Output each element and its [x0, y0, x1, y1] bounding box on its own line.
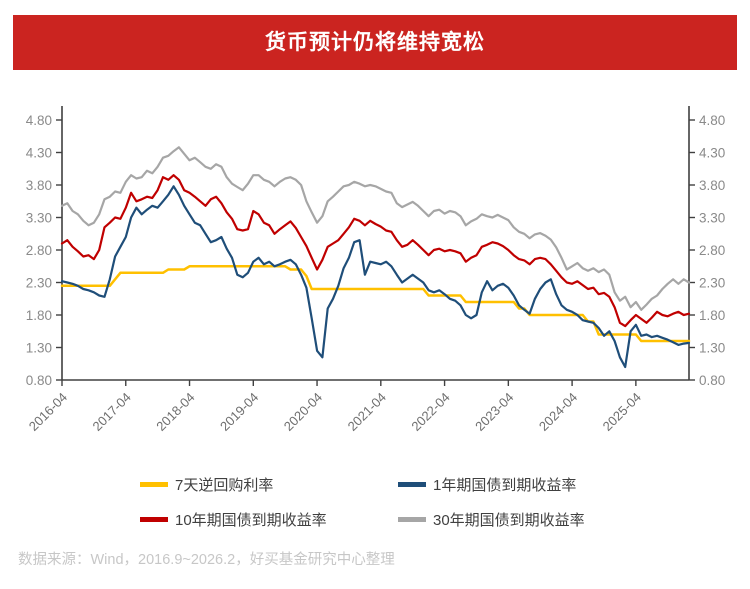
- line-7d-reverse-repo: [60, 265, 691, 343]
- page-title: 货币预计仍将维持宽松: [265, 31, 485, 54]
- yield-chart: 0.80 0.80 1.30 1.30 1.80 1.80 2.30 2.30 2.80 2.80…: [26, 106, 725, 434]
- y-tick-label-left: 3.30: [26, 211, 52, 226]
- y-tick-label-right: 4.80: [699, 113, 725, 128]
- y-tick-label-left: 0.80: [26, 373, 52, 388]
- legend-item-10y-treasury-yield: 10年期国债到期收益率: [140, 511, 327, 529]
- x-tick-label: 2024-04: [536, 390, 580, 434]
- line-10y-treasury-yield: [60, 174, 691, 328]
- x-tick-label: 2021-04: [345, 390, 389, 434]
- line-30y-treasury-yield: [60, 146, 691, 311]
- y-tick-label-left: 4.30: [26, 146, 52, 161]
- x-tick-label: 2017-04: [90, 390, 134, 434]
- x-tick-label: 2022-04: [408, 390, 452, 434]
- x-tick-label: 2023-04: [472, 390, 516, 434]
- legend-swatch-30y-treasury-yield: [398, 516, 426, 522]
- x-tick-label: 2025-04: [600, 390, 644, 434]
- legend-swatch-10y-treasury-yield: [140, 516, 168, 522]
- legend-label-7d-reverse-repo: 7天逆回购利率: [175, 476, 274, 494]
- y-tick-label-right: 1.30: [699, 341, 725, 356]
- legend-item-1y-treasury-yield: 1年期国债到期收益率: [398, 476, 577, 494]
- legend-label-30y-treasury-yield: 30年期国债到期收益率: [433, 511, 585, 529]
- x-tick-label: 2018-04: [153, 390, 197, 434]
- data-source-note: 数据来源：Wind，2016.9~2026.2，好买基金研究中心整理: [18, 552, 395, 568]
- y-tick-label-left: 1.80: [26, 308, 52, 323]
- y-tick-label-right: 1.80: [699, 308, 725, 323]
- y-tick-label-left: 1.30: [26, 341, 52, 356]
- legend-item-30y-treasury-yield: 30年期国债到期收益率: [398, 511, 585, 529]
- y-tick-label-right: 3.80: [699, 178, 725, 193]
- legend-label-10y-treasury-yield: 10年期国债到期收益率: [175, 511, 327, 529]
- line-1y-treasury-yield: [60, 185, 691, 369]
- legend-swatch-1y-treasury-yield: [398, 481, 426, 487]
- chart-area: 0.80 0.80 1.30 1.30 1.80 1.80 2.30 2.30 2.80 2.80…: [0, 90, 750, 460]
- y-tick-label-right: 2.30: [699, 276, 725, 291]
- legend-label-1y-treasury-yield: 1年期国债到期收益率: [433, 476, 577, 494]
- y-tick-label-right: 3.30: [699, 211, 725, 226]
- y-tick-label-right: 0.80: [699, 373, 725, 388]
- legend-swatch-7d-reverse-repo: [140, 481, 168, 487]
- y-tick-label-left: 4.80: [26, 113, 52, 128]
- y-tick-label-left: 3.80: [26, 178, 52, 193]
- legend-item-7d-reverse-repo: 7天逆回购利率: [140, 476, 274, 494]
- y-tick-label-left: 2.80: [26, 243, 52, 258]
- x-tick-label: 2016-04: [26, 390, 70, 434]
- y-tick-label-left: 2.30: [26, 276, 52, 291]
- x-tick-label: 2020-04: [281, 390, 325, 434]
- y-tick-label-right: 2.80: [699, 243, 725, 258]
- header-banner: 货币预计仍将维持宽松: [13, 15, 737, 70]
- y-tick-label-right: 4.30: [699, 146, 725, 161]
- x-tick-label: 2019-04: [217, 390, 261, 434]
